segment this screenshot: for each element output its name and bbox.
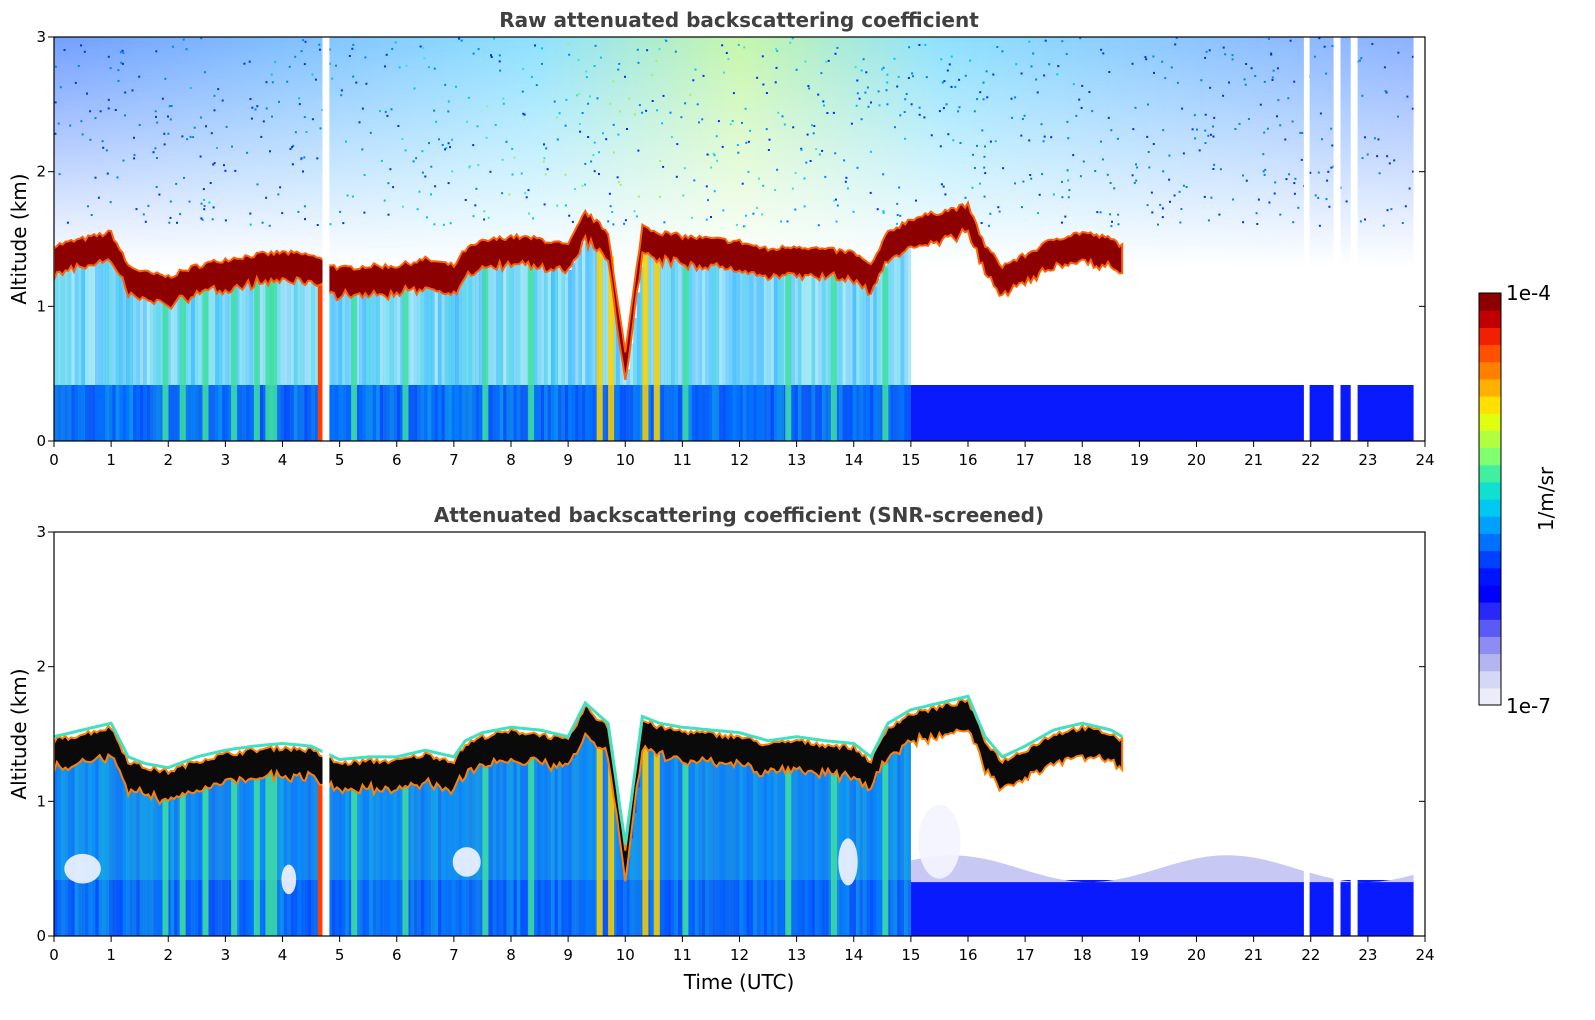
y-tick-label: 3 bbox=[36, 523, 46, 541]
x-tick-label: 22 bbox=[1301, 946, 1320, 964]
x-tick-label: 0 bbox=[49, 946, 59, 964]
data-gaps bbox=[322, 532, 1425, 936]
x-tick-label: 4 bbox=[278, 451, 288, 469]
cloud-layer bbox=[54, 698, 1124, 882]
colorbar-unit-label: 1/m/sr bbox=[1534, 466, 1558, 531]
x-tick-label: 9 bbox=[563, 946, 573, 964]
colorbar: 1e-4 1e-7 1/m/sr bbox=[1478, 281, 1558, 718]
x-tick-label: 4 bbox=[278, 946, 288, 964]
noise-speckle bbox=[54, 37, 1414, 228]
x-tick-label: 0 bbox=[49, 451, 59, 469]
x-tick-label: 19 bbox=[1130, 946, 1149, 964]
x-tick-label: 23 bbox=[1358, 451, 1377, 469]
noise-field bbox=[54, 37, 1425, 267]
x-tick-label: 9 bbox=[563, 451, 573, 469]
x-tick-label: 3 bbox=[221, 946, 231, 964]
x-tick-label: 23 bbox=[1358, 946, 1377, 964]
y-tick-label: 1 bbox=[36, 297, 46, 315]
x-tick-label: 21 bbox=[1244, 451, 1263, 469]
y-tick-label: 1 bbox=[36, 792, 46, 810]
x-tick-label: 2 bbox=[163, 451, 173, 469]
y-axis-label: Altitude (km) bbox=[7, 173, 31, 304]
x-ticks: 0 1 2 3 4 5 6 7 8 9 10 11 12 13 14 15 16 17 18 19 20 21 22 23 24 bbox=[49, 936, 1435, 964]
x-tick-label: 8 bbox=[506, 451, 516, 469]
colorbar-steps bbox=[1479, 293, 1501, 706]
residual-layer bbox=[910, 855, 1414, 883]
x-tick-label: 6 bbox=[392, 451, 402, 469]
cloud-layer bbox=[54, 200, 1124, 380]
x-tick-label: 7 bbox=[449, 946, 459, 964]
y-axis-label: Altitude (km) bbox=[7, 668, 31, 799]
panel-title-screened: Attenuated backscattering coefficient (S… bbox=[434, 503, 1044, 527]
screened-gaps bbox=[64, 804, 961, 895]
y-tick-label: 2 bbox=[36, 163, 46, 181]
x-tick-label: 18 bbox=[1073, 946, 1092, 964]
x-tick-label: 14 bbox=[844, 946, 863, 964]
x-tick-label: 3 bbox=[221, 451, 231, 469]
x-tick-label: 12 bbox=[730, 946, 749, 964]
x-tick-label: 13 bbox=[787, 451, 806, 469]
x-tick-label: 19 bbox=[1130, 451, 1149, 469]
x-tick-label: 1 bbox=[106, 451, 116, 469]
x-tick-label: 15 bbox=[901, 451, 920, 469]
x-tick-label: 5 bbox=[335, 946, 345, 964]
x-tick-label: 22 bbox=[1301, 451, 1320, 469]
data-gaps bbox=[322, 37, 1425, 441]
x-tick-label: 24 bbox=[1415, 946, 1434, 964]
x-tick-label: 21 bbox=[1244, 946, 1263, 964]
x-axis-label: Time (UTC) bbox=[683, 970, 795, 994]
heatmap-screened bbox=[54, 532, 1425, 936]
y-ticks: 0 1 2 3 bbox=[36, 28, 1425, 450]
colorbar-max-label: 1e-4 bbox=[1506, 281, 1551, 305]
x-tick-label: 17 bbox=[1016, 451, 1035, 469]
x-tick-label: 20 bbox=[1187, 946, 1206, 964]
x-tick-label: 13 bbox=[787, 946, 806, 964]
x-ticks: 0 1 2 3 4 5 6 7 8 9 10 11 12 13 14 15 16 17 18 19 20 21 22 23 24 bbox=[49, 441, 1435, 469]
x-tick-label: 16 bbox=[958, 451, 977, 469]
heatmap-raw bbox=[54, 37, 1425, 441]
colorbar-frame bbox=[1478, 292, 1502, 706]
x-tick-label: 18 bbox=[1073, 451, 1092, 469]
y-ticks: 0 1 2 3 bbox=[36, 523, 1425, 945]
panel-screened: Attenuated backscattering coefficient (S… bbox=[7, 503, 1435, 994]
x-tick-label: 24 bbox=[1415, 451, 1434, 469]
y-tick-label: 0 bbox=[36, 927, 46, 945]
x-tick-label: 5 bbox=[335, 451, 345, 469]
x-tick-label: 17 bbox=[1016, 946, 1035, 964]
y-tick-label: 2 bbox=[36, 658, 46, 676]
x-tick-label: 12 bbox=[730, 451, 749, 469]
cloud-edge bbox=[54, 694, 1123, 845]
y-tick-label: 3 bbox=[36, 28, 46, 46]
x-tick-label: 11 bbox=[673, 451, 692, 469]
x-tick-label: 10 bbox=[616, 451, 635, 469]
x-tick-label: 10 bbox=[616, 946, 635, 964]
x-tick-label: 8 bbox=[506, 946, 516, 964]
x-tick-label: 7 bbox=[449, 451, 459, 469]
y-tick-label: 0 bbox=[36, 432, 46, 450]
panel-title-raw: Raw attenuated backscattering coefficien… bbox=[499, 8, 979, 32]
x-tick-label: 1 bbox=[106, 946, 116, 964]
x-tick-label: 15 bbox=[901, 946, 920, 964]
x-tick-label: 2 bbox=[163, 946, 173, 964]
x-tick-label: 14 bbox=[844, 451, 863, 469]
panel-raw: Raw attenuated backscattering coefficien… bbox=[7, 8, 1435, 469]
x-tick-label: 20 bbox=[1187, 451, 1206, 469]
x-tick-label: 11 bbox=[673, 946, 692, 964]
colorbar-min-label: 1e-7 bbox=[1506, 694, 1551, 718]
x-tick-label: 16 bbox=[958, 946, 977, 964]
x-tick-label: 6 bbox=[392, 946, 402, 964]
